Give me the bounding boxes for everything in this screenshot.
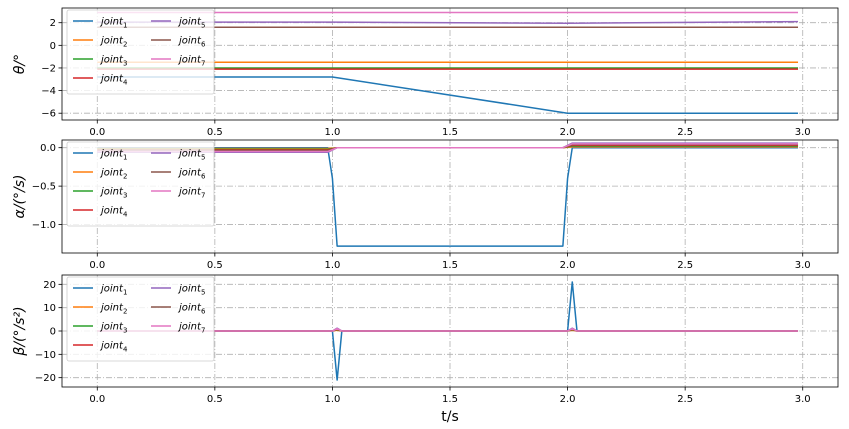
legend-label: joint7 bbox=[177, 187, 205, 200]
legend-item-joint7: joint7 bbox=[151, 55, 205, 68]
legend-item-joint5: joint5 bbox=[151, 284, 205, 297]
y-tick-label: 20 bbox=[43, 280, 56, 291]
y-tick-label: 0.0 bbox=[40, 143, 56, 154]
legend-label: joint3 bbox=[99, 187, 127, 200]
legend-item-joint1: joint1 bbox=[73, 284, 127, 297]
legend-item-joint2: joint2 bbox=[73, 36, 127, 49]
legend-label: joint7 bbox=[177, 55, 205, 68]
legend-item-joint4: joint4 bbox=[73, 341, 128, 354]
x-tick-label: 2.0 bbox=[560, 260, 576, 271]
legend-item-joint6: joint6 bbox=[151, 36, 206, 49]
y-axis-label: α/(°/s) bbox=[12, 175, 28, 219]
legend-item-joint2: joint2 bbox=[73, 168, 127, 181]
x-tick-label: 1.0 bbox=[324, 127, 340, 138]
x-tick-label: 3.0 bbox=[795, 394, 811, 405]
legend-item-joint7: joint7 bbox=[151, 322, 205, 335]
legend-label: joint3 bbox=[99, 322, 127, 335]
legend-label: joint6 bbox=[177, 168, 206, 181]
series-group bbox=[97, 142, 799, 247]
legend: joint1 joint2 joint3 joint4 joint5 joint6 join… bbox=[66, 9, 215, 95]
x-tick-label: 2.5 bbox=[677, 127, 693, 138]
legend-item-joint3: joint3 bbox=[73, 187, 127, 200]
x-tick-label: 1.0 bbox=[324, 260, 340, 271]
legend-label: joint7 bbox=[177, 322, 205, 335]
legend-label: joint5 bbox=[177, 17, 205, 30]
x-tick-label: 0.5 bbox=[207, 394, 223, 405]
legend-item-joint5: joint5 bbox=[151, 149, 205, 162]
x-tick-label: 0.0 bbox=[89, 394, 105, 405]
legend: joint1 joint2 joint3 joint4 joint5 joint6 join… bbox=[66, 276, 215, 362]
y-tick-label: 2 bbox=[50, 18, 56, 29]
legend-label: joint6 bbox=[177, 303, 206, 316]
x-tick-label: 1.5 bbox=[442, 394, 458, 405]
y-axis-label: β/(°/s²) bbox=[12, 306, 28, 356]
legend-label: joint1 bbox=[99, 149, 127, 162]
legend-label: joint2 bbox=[99, 36, 127, 49]
legend-label: joint5 bbox=[177, 284, 205, 297]
x-tick-label: 1.5 bbox=[442, 127, 458, 138]
x-tick-label: 2.5 bbox=[677, 394, 693, 405]
legend-item-joint2: joint2 bbox=[73, 303, 127, 316]
x-tick-label: 0.0 bbox=[89, 127, 105, 138]
legend-label: joint2 bbox=[99, 303, 127, 316]
legend-item-joint6: joint6 bbox=[151, 303, 206, 316]
series-line-joint7 bbox=[97, 143, 799, 153]
legend-item-joint3: joint3 bbox=[73, 55, 127, 68]
x-tick-label: 1.5 bbox=[442, 260, 458, 271]
series-line-joint5 bbox=[97, 20, 799, 25]
series-line-joint7 bbox=[97, 327, 799, 332]
series-line-joint1 bbox=[97, 76, 799, 114]
y-tick-label: −4 bbox=[41, 86, 56, 97]
x-tick-label: 0.5 bbox=[207, 260, 223, 271]
y-tick-label: −1.0 bbox=[32, 220, 56, 231]
legend-item-joint4: joint4 bbox=[73, 206, 128, 219]
legend-item-joint4: joint4 bbox=[73, 74, 128, 87]
legend-item-joint7: joint7 bbox=[151, 187, 205, 200]
legend-box bbox=[66, 276, 215, 362]
x-tick-label: 0.5 bbox=[207, 127, 223, 138]
y-tick-label: −20 bbox=[35, 373, 56, 384]
series-group bbox=[97, 281, 799, 381]
subplot-3: 0.0 0.5 1.0 1.5 2.0 2.5 3.0 20 10 0 −10 −20 β/(°/s²)… bbox=[12, 274, 839, 425]
legend-label: joint4 bbox=[99, 74, 128, 87]
legend-item-joint6: joint6 bbox=[151, 168, 206, 181]
legend-item-joint3: joint3 bbox=[73, 322, 127, 335]
subplot-2: 0.0 0.5 1.0 1.5 2.0 2.5 3.0 0.0 −0.5 −1.0 α/(°/s) j… bbox=[12, 139, 839, 271]
x-tick-label: 2.0 bbox=[560, 394, 576, 405]
legend-item-joint1: joint1 bbox=[73, 149, 127, 162]
series-line-joint1 bbox=[97, 146, 799, 247]
legend: joint1 joint2 joint3 joint4 joint5 joint6 join… bbox=[66, 141, 215, 227]
legend-item-joint5: joint5 bbox=[151, 17, 205, 30]
x-tick-label: 1.0 bbox=[324, 394, 340, 405]
legend-label: joint6 bbox=[177, 36, 206, 49]
x-tick-label: 3.0 bbox=[795, 260, 811, 271]
y-tick-label: −2 bbox=[41, 63, 56, 74]
y-tick-label: −6 bbox=[41, 109, 56, 120]
x-axis-label: t/s bbox=[441, 409, 459, 425]
subplot-1: 0.0 0.5 1.0 1.5 2.0 2.5 3.020−2−4−6θ/°joint1jo… bbox=[12, 7, 839, 138]
x-tick-label: 2.5 bbox=[677, 260, 693, 271]
legend-label: joint3 bbox=[99, 55, 127, 68]
y-tick-label: 10 bbox=[43, 303, 56, 314]
y-tick-label: 0 bbox=[50, 41, 56, 52]
legend-label: joint2 bbox=[99, 168, 127, 181]
legend-label: joint4 bbox=[99, 341, 128, 354]
y-axis-label: θ/° bbox=[12, 54, 28, 74]
x-tick-label: 3.0 bbox=[795, 127, 811, 138]
legend-label: joint1 bbox=[99, 284, 127, 297]
legend-box bbox=[66, 141, 215, 227]
legend-label: joint1 bbox=[99, 17, 127, 30]
y-tick-label: 0 bbox=[50, 327, 56, 338]
x-tick-label: 2.0 bbox=[560, 127, 576, 138]
legend-label: joint5 bbox=[177, 149, 205, 162]
legend-label: joint4 bbox=[99, 206, 128, 219]
x-tick-label: 0.0 bbox=[89, 260, 105, 271]
legend-item-joint1: joint1 bbox=[73, 17, 127, 30]
y-tick-label: −0.5 bbox=[32, 182, 56, 193]
y-tick-label: −10 bbox=[35, 350, 56, 361]
legend-box bbox=[66, 9, 215, 95]
